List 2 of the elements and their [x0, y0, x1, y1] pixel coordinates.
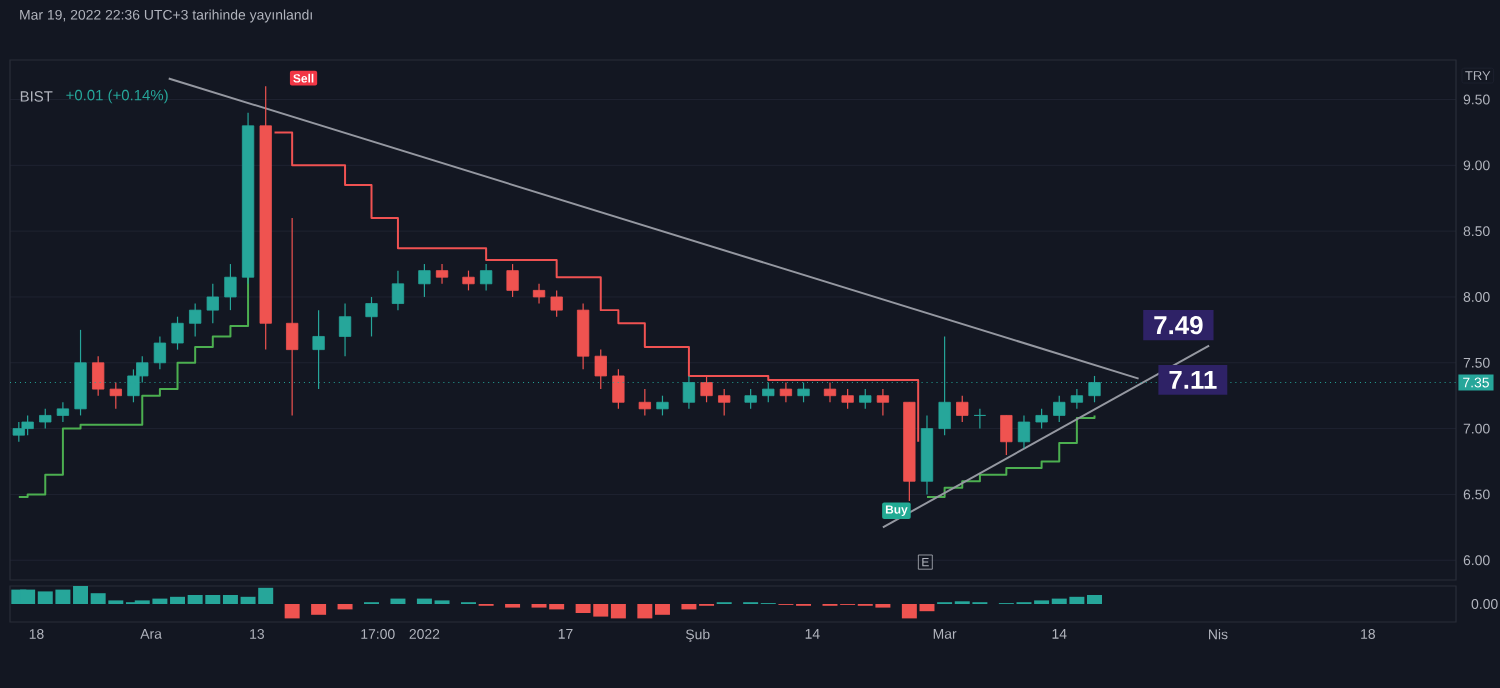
annotation: 7.11: [1169, 370, 1217, 389]
annotation: 7.49: [1154, 316, 1203, 335]
